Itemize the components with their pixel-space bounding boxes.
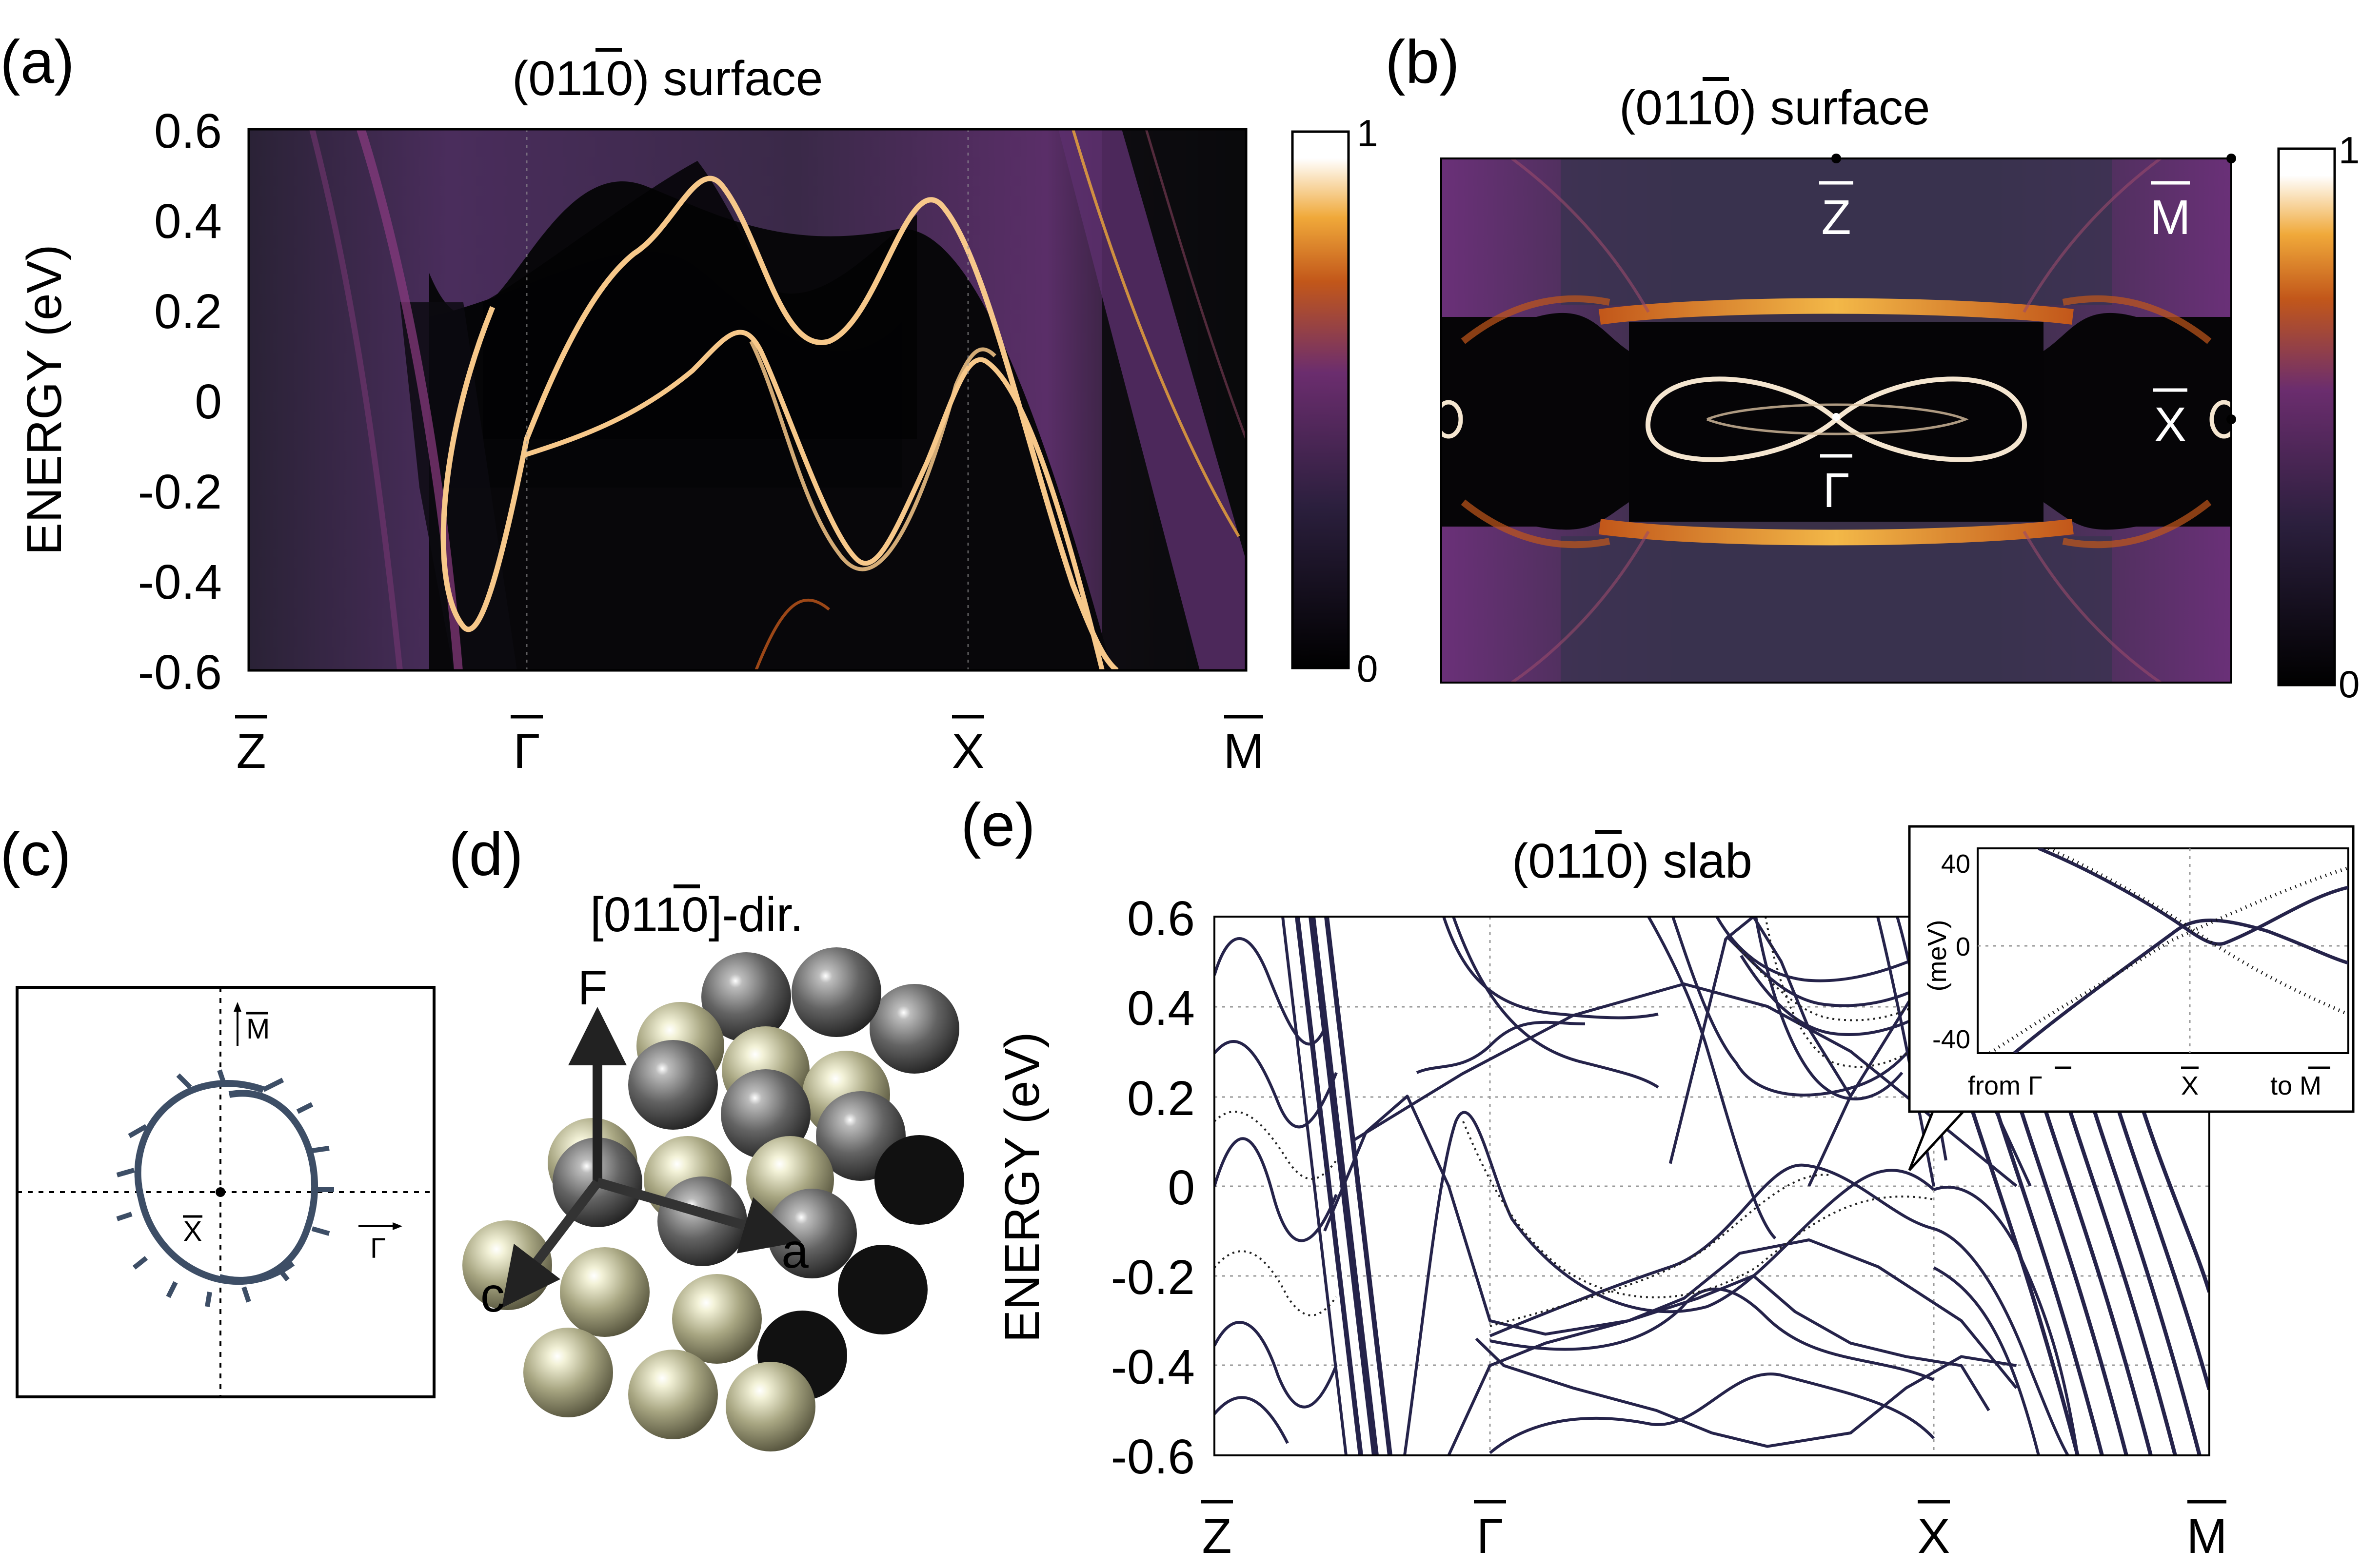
panel-c: (c) M X Γ [0, 821, 436, 1398]
panel-b-letter: (b) [1385, 28, 1460, 96]
panel-b-kpoint-x: X [2154, 397, 2187, 452]
panel-e-bands [1214, 917, 2209, 1455]
panel-a-heatmap [249, 129, 1246, 670]
panel-e-kpoint: X [1918, 1509, 1950, 1564]
panel-e-band-series-3 [1475, 1337, 2017, 1448]
panel-e-ytick: -0.4 [1111, 1340, 1195, 1394]
panel-e-kpoints: Z Γ X M [1201, 1500, 2227, 1564]
panel-e-inset-from: from Γ [1968, 1071, 2043, 1100]
panel-a-band-2 [521, 330, 1105, 670]
panel-a-band-3 [749, 340, 996, 571]
panel-a-ytick: 0.4 [154, 194, 222, 249]
panel-a-ytick: -0.6 [138, 645, 222, 700]
panel-a-ytick: -0.2 [138, 465, 222, 519]
panel-a-colorbar-max: 1 [1357, 112, 1378, 155]
panel-d-letter: (d) [449, 821, 523, 888]
panel-b-colorbar: 1 0 [2277, 129, 2360, 706]
panel-e-ytick: -0.6 [1111, 1430, 1195, 1484]
panel-e-kpoint: Z [1202, 1509, 1231, 1564]
panel-b-kpoint-z: Z [1821, 190, 1851, 245]
panel-b-colorbar-max: 1 [2339, 129, 2360, 172]
panel-b-kpoints: Z M X Γ [1819, 181, 2191, 518]
panel-e-dotted-bands [1214, 917, 1935, 1327]
panel-c-label-m: M [246, 1013, 270, 1045]
panel-d-axis-c: c [480, 1268, 505, 1322]
panel-a-ytick: -0.4 [138, 555, 222, 609]
panel-a-colorbar: 1 0 [1291, 112, 1378, 690]
panel-e-ytick: 0.4 [1127, 981, 1195, 1036]
panel-e-ytick: 0.6 [1127, 891, 1195, 946]
panel-c-label-x: X [183, 1215, 202, 1247]
panel-b-title: (0110) surface [1619, 80, 1930, 135]
panel-e-inset-to: to M [2270, 1071, 2321, 1100]
panel-e-ylabel: ENERGY (eV) [995, 1032, 1050, 1342]
panel-e-ytick: -0.2 [1111, 1250, 1195, 1305]
panel-e-inset-ytick: 40 [1941, 849, 1970, 879]
panel-b-kpoint-m: M [2150, 190, 2190, 245]
panel-c-spin-texture [116, 1069, 334, 1307]
panel-e-title: (0110) slab [1512, 834, 1752, 888]
panel-d-title: [0110]-dir. [590, 887, 803, 942]
panel-a-ytick: 0.2 [154, 284, 222, 339]
panel-a-ytick: 0.6 [154, 104, 222, 158]
panel-a-letter: (a) [0, 28, 75, 96]
panel-a-ylabel: ENERGY (eV) [17, 244, 72, 555]
panel-e-ytick: 0 [1168, 1160, 1195, 1215]
panel-e-yticks: 0.6 0.4 0.2 0 -0.2 -0.4 -0.6 [1111, 891, 1195, 1484]
panel-d-axis-f: F [577, 960, 607, 1015]
panel-a-yticks: 0.6 0.4 0.2 0 -0.2 -0.4 -0.6 [138, 104, 222, 700]
panel-b-colorbar-min: 0 [2339, 663, 2360, 706]
panel-e-band-set [1214, 917, 2209, 1455]
panel-c-letter: (c) [0, 821, 71, 888]
panel-a-kpoint: Γ [513, 724, 540, 779]
panel-a: (a) (0110) surface ENERGY (eV) 0.6 [0, 28, 1378, 779]
panel-b-heatmap [1441, 158, 2231, 683]
panel-b: (b) (0110) surface [1385, 28, 2360, 706]
panel-e-inset-ylabel: (meV) [1923, 920, 1952, 992]
panel-b-lower-band [1598, 519, 2074, 546]
panel-e-inset: (meV) 40 0 -40 from Γ X to M [1908, 825, 2355, 1171]
panel-e-kpoint: Γ [1476, 1509, 1503, 1564]
panel-e-kpoint: M [2186, 1509, 2227, 1564]
panel-a-title: (0110) surface [512, 51, 823, 106]
panel-a-kpoint: Z [236, 724, 266, 779]
panel-a-kpoints: Z Γ X M [235, 715, 1264, 779]
panel-b-kpoint-g: Γ [1823, 463, 1849, 518]
panel-a-colorbar-min: 0 [1357, 647, 1378, 690]
panel-a-kpoint: X [952, 724, 985, 779]
panel-e: (e) (0110) slab [961, 791, 2355, 1564]
panel-e-letter: (e) [961, 791, 1035, 859]
panel-c-label-g: Γ [370, 1233, 386, 1264]
panel-a-band-1 [440, 176, 1119, 670]
panel-e-band-series-2 [1323, 1095, 2018, 1389]
panel-d: (d) [0110]-dir. [449, 821, 964, 1451]
panel-a-kpoint: M [1223, 724, 1264, 779]
panel-a-ytick: 0 [195, 374, 222, 429]
panel-e-inset-ytick: -40 [1932, 1025, 1970, 1054]
panel-e-inset-mid: X [2181, 1071, 2199, 1100]
panel-e-ytick: 0.2 [1127, 1071, 1195, 1126]
panel-e-inset-ytick: 0 [1956, 932, 1970, 961]
panel-b-upper-band [1598, 298, 2074, 325]
panel-d-crystal [462, 947, 964, 1451]
panel-e-band-series-5 [1668, 917, 1852, 1164]
panel-d-axes: F a c [480, 960, 809, 1322]
panel-d-axis-a: a [781, 1224, 809, 1278]
